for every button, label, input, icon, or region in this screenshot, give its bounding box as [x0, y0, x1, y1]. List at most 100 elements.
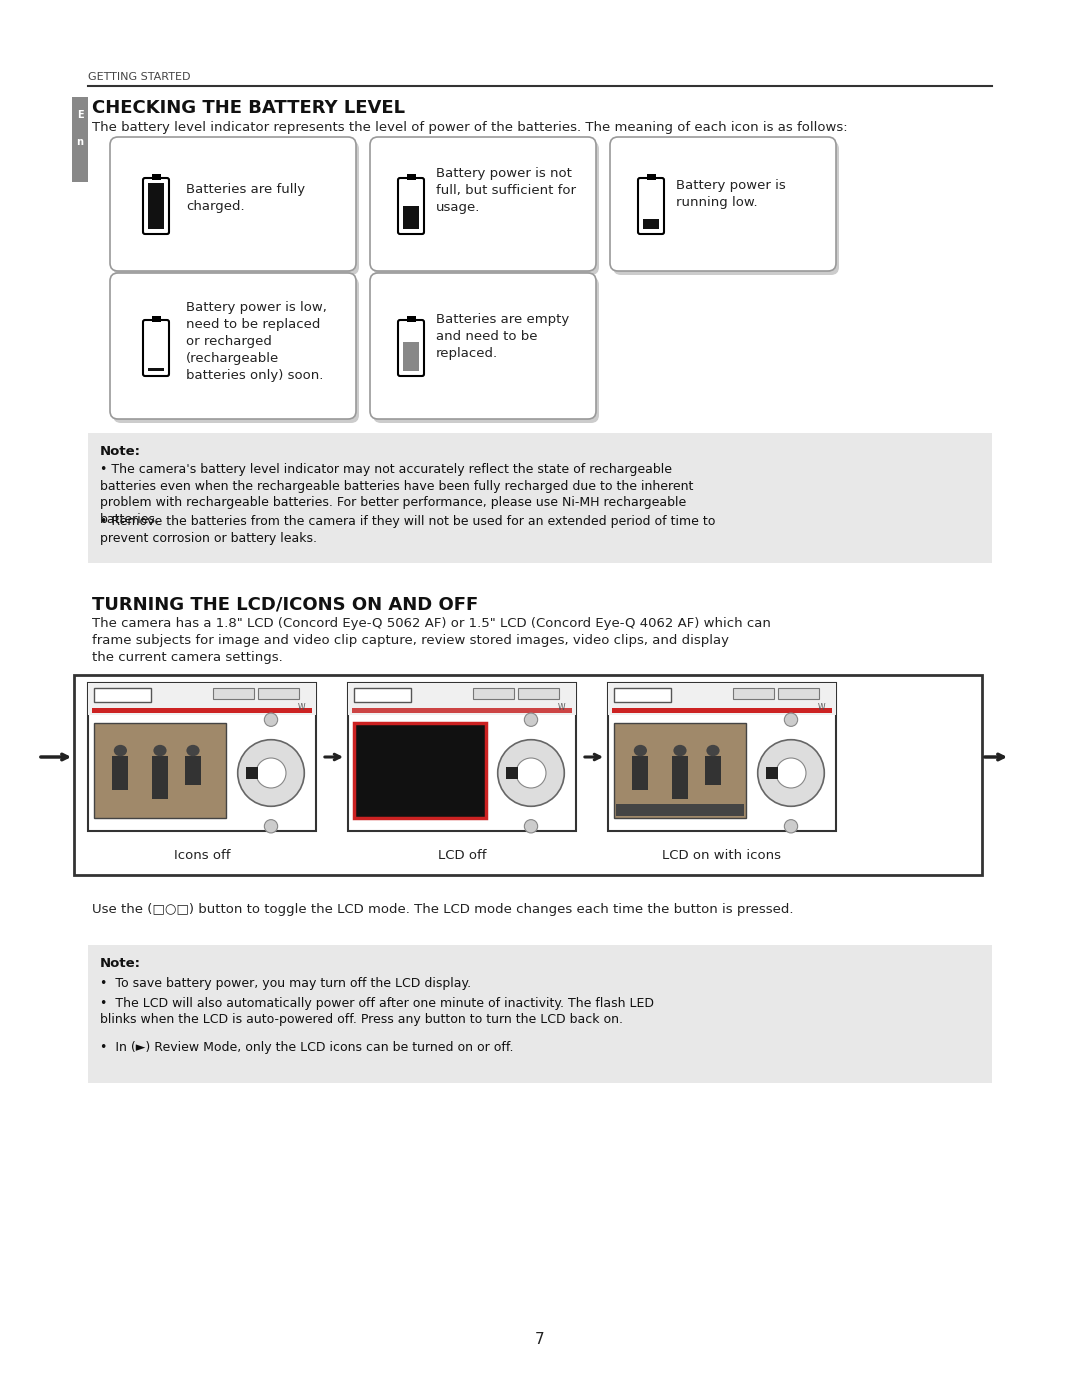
Circle shape [784, 713, 798, 726]
Bar [473, 688, 514, 699]
Ellipse shape [706, 744, 719, 757]
Bar [214, 688, 255, 699]
Text: CHECKING THE BATTERY LEVEL: CHECKING THE BATTERY LEVEL [92, 99, 405, 117]
Circle shape [525, 713, 538, 726]
FancyBboxPatch shape [610, 137, 836, 271]
Text: • The camera's battery level indicator may not accurately reflect the state of r: • The camera's battery level indicator m… [100, 463, 693, 526]
Bar [608, 684, 836, 831]
Text: Batteries are fully
charged.: Batteries are fully charged. [186, 184, 306, 213]
Ellipse shape [153, 744, 166, 757]
Bar [185, 757, 201, 784]
Bar [148, 184, 164, 229]
Bar [87, 684, 316, 831]
Bar [615, 688, 671, 702]
FancyBboxPatch shape [638, 178, 664, 233]
Text: Batteries are empty
and need to be
replaced.: Batteries are empty and need to be repla… [436, 313, 569, 360]
Text: LCD off: LCD off [437, 849, 486, 862]
Bar [354, 724, 486, 818]
Bar [246, 766, 258, 779]
Ellipse shape [187, 744, 200, 757]
FancyBboxPatch shape [370, 137, 596, 271]
Bar [403, 206, 419, 229]
Circle shape [498, 740, 564, 807]
Bar [148, 367, 164, 371]
Text: TURNING THE LCD/ICONS ON AND OFF: TURNING THE LCD/ICONS ON AND OFF [92, 595, 478, 613]
Bar [87, 684, 316, 715]
FancyBboxPatch shape [399, 180, 426, 235]
FancyBboxPatch shape [399, 320, 424, 376]
Bar [779, 688, 820, 699]
FancyBboxPatch shape [110, 273, 356, 418]
Circle shape [784, 819, 798, 833]
Bar [612, 708, 832, 713]
Circle shape [256, 758, 286, 789]
FancyBboxPatch shape [144, 180, 170, 235]
Bar [152, 757, 167, 800]
Bar [348, 684, 576, 831]
FancyBboxPatch shape [613, 141, 839, 275]
Ellipse shape [113, 744, 127, 757]
Text: The battery level indicator represents the level of power of the batteries. The : The battery level indicator represents t… [92, 122, 848, 134]
Text: Battery power is low,
need to be replaced
or recharged
(rechargeable
batteries o: Battery power is low, need to be replace… [186, 301, 327, 383]
Bar [348, 684, 576, 715]
FancyBboxPatch shape [370, 273, 596, 418]
Text: 7: 7 [536, 1333, 544, 1348]
Bar [733, 688, 774, 699]
Bar [766, 766, 778, 779]
Circle shape [238, 740, 305, 807]
Text: W: W [819, 703, 826, 711]
Text: W: W [298, 703, 306, 711]
Bar [75, 675, 982, 876]
Text: LCD on with icons: LCD on with icons [662, 849, 782, 862]
FancyBboxPatch shape [143, 178, 168, 233]
Bar [643, 220, 659, 229]
FancyBboxPatch shape [143, 320, 168, 376]
Ellipse shape [634, 744, 647, 757]
FancyBboxPatch shape [373, 141, 599, 275]
FancyBboxPatch shape [110, 137, 356, 271]
Text: •  In (►) Review Mode, only the LCD icons can be turned on or off.: • In (►) Review Mode, only the LCD icons… [100, 1041, 513, 1054]
FancyBboxPatch shape [399, 178, 424, 233]
Text: Battery power is not
full, but sufficient for
usage.: Battery power is not full, but sufficien… [436, 167, 576, 214]
Text: GETTING STARTED: GETTING STARTED [87, 72, 190, 81]
Bar [608, 684, 836, 715]
Text: The camera has a 1.8" LCD (Concord Eye-Q 5062 AF) or 1.5" LCD (Concord Eye-Q 406: The camera has a 1.8" LCD (Concord Eye-Q… [92, 617, 771, 664]
Text: n: n [77, 137, 83, 146]
Bar [705, 757, 721, 784]
Bar [354, 688, 411, 702]
Bar [407, 174, 416, 180]
Circle shape [758, 740, 824, 807]
Bar [258, 688, 299, 699]
FancyBboxPatch shape [113, 278, 359, 423]
Text: W: W [558, 703, 566, 711]
Bar [87, 945, 993, 1083]
Bar [94, 724, 226, 818]
Circle shape [516, 758, 546, 789]
Bar [403, 342, 419, 371]
FancyBboxPatch shape [373, 278, 599, 423]
Bar [152, 316, 161, 322]
Text: Battery power is
running low.: Battery power is running low. [676, 180, 786, 209]
FancyBboxPatch shape [113, 141, 359, 275]
Text: Use the (□○□) button to toggle the LCD mode. The LCD mode changes each time the : Use the (□○□) button to toggle the LCD m… [92, 903, 794, 916]
Bar [92, 708, 312, 713]
Ellipse shape [674, 744, 687, 757]
Bar [407, 316, 416, 322]
Text: Note:: Note: [100, 445, 141, 458]
Bar [518, 688, 559, 699]
Text: •  The LCD will also automatically power off after one minute of inactivity. The: • The LCD will also automatically power … [100, 997, 654, 1026]
Bar [616, 804, 744, 816]
Bar [87, 434, 993, 563]
Bar [507, 766, 518, 779]
Circle shape [265, 819, 278, 833]
Bar [633, 757, 648, 790]
FancyBboxPatch shape [399, 320, 426, 377]
Bar [152, 174, 161, 180]
Circle shape [525, 819, 538, 833]
Text: E: E [77, 110, 83, 120]
Circle shape [265, 713, 278, 726]
Text: • Remove the batteries from the camera if they will not be used for an extended : • Remove the batteries from the camera i… [100, 515, 715, 544]
Bar [672, 757, 688, 800]
Bar [647, 174, 656, 180]
Bar [615, 724, 746, 818]
